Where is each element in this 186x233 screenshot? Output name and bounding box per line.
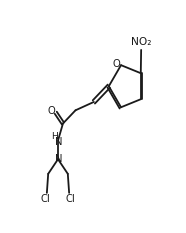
Text: Cl: Cl xyxy=(41,194,50,204)
Text: H: H xyxy=(51,132,58,141)
Text: N: N xyxy=(55,137,63,147)
Text: Cl: Cl xyxy=(66,194,76,204)
Text: NO₂: NO₂ xyxy=(131,38,151,48)
Text: N: N xyxy=(55,154,63,164)
Text: O: O xyxy=(48,106,56,116)
Text: O: O xyxy=(113,59,120,69)
